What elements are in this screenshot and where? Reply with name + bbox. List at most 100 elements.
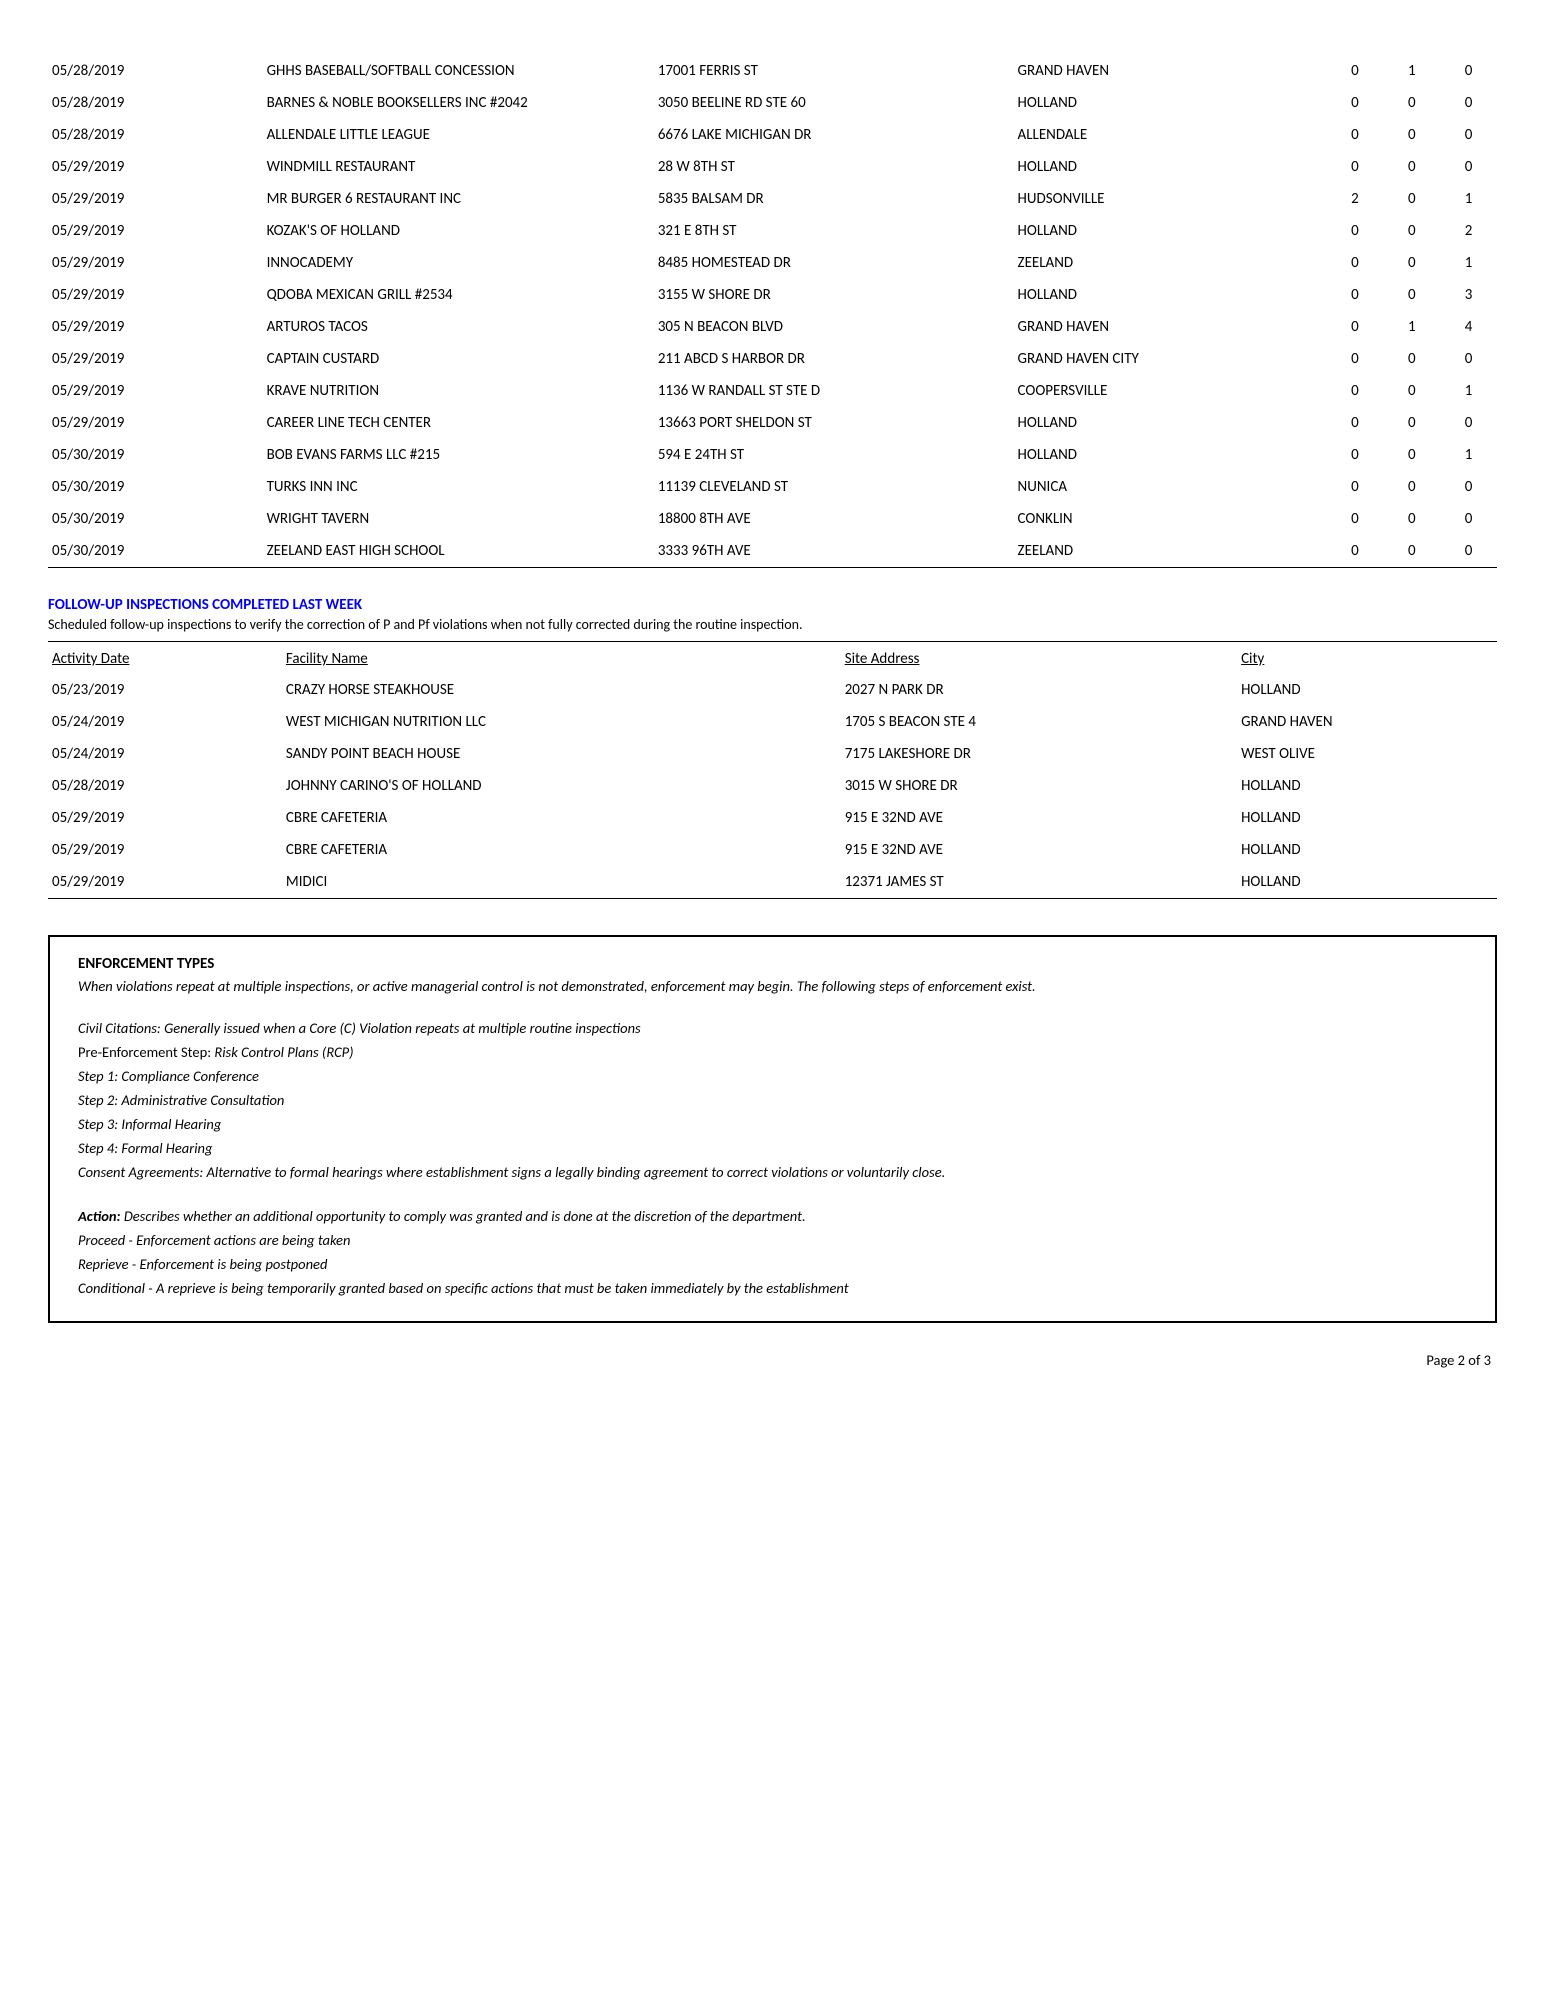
followup-header-city: City xyxy=(1237,642,1497,675)
inspection-city: HUDSONVILLE xyxy=(1014,183,1327,215)
inspection-c: 1 xyxy=(1440,183,1497,215)
inspection-pf: 0 xyxy=(1383,375,1440,407)
inspection-facility: QDOBA MEXICAN GRILL #2534 xyxy=(263,279,654,311)
inspection-date: 05/29/2019 xyxy=(48,343,263,375)
inspection-city: COOPERSVILLE xyxy=(1014,375,1327,407)
inspection-address: 321 E 8TH ST xyxy=(654,215,1014,247)
inspection-p: 0 xyxy=(1327,215,1384,247)
inspection-address: 8485 HOMESTEAD DR xyxy=(654,247,1014,279)
followup-date: 05/29/2019 xyxy=(48,834,282,866)
inspection-pf: 0 xyxy=(1383,535,1440,568)
table-row: 05/29/2019QDOBA MEXICAN GRILL #25343155 … xyxy=(48,279,1497,311)
enforcement-step2: Step 2: Administrative Consultation xyxy=(78,1089,1467,1113)
followup-facility: WEST MICHIGAN NUTRITION LLC xyxy=(282,706,841,738)
inspection-facility: ALLENDALE LITTLE LEAGUE xyxy=(263,119,654,151)
followup-header-address: Site Address xyxy=(841,642,1237,675)
inspection-date: 05/30/2019 xyxy=(48,471,263,503)
inspection-c: 4 xyxy=(1440,311,1497,343)
inspection-address: 3050 BEELINE RD STE 60 xyxy=(654,87,1014,119)
inspection-address: 17001 FERRIS ST xyxy=(654,55,1014,87)
table-row: 05/29/2019KRAVE NUTRITION1136 W RANDALL … xyxy=(48,375,1497,407)
inspection-p: 0 xyxy=(1327,119,1384,151)
enforcement-reprieve: Reprieve - Enforcement is being postpone… xyxy=(78,1253,1467,1277)
inspection-pf: 0 xyxy=(1383,215,1440,247)
inspection-city: ZEELAND xyxy=(1014,535,1327,568)
followup-address: 7175 LAKESHORE DR xyxy=(841,738,1237,770)
table-row: 05/30/2019TURKS INN INC11139 CLEVELAND S… xyxy=(48,471,1497,503)
followup-address: 1705 S BEACON STE 4 xyxy=(841,706,1237,738)
table-row: 05/29/2019WINDMILL RESTAURANT28 W 8TH ST… xyxy=(48,151,1497,183)
inspection-date: 05/29/2019 xyxy=(48,151,263,183)
followup-city: HOLLAND xyxy=(1237,674,1497,706)
inspection-date: 05/30/2019 xyxy=(48,439,263,471)
inspection-pf: 1 xyxy=(1383,311,1440,343)
followup-header-date: Activity Date xyxy=(48,642,282,675)
inspection-pf: 0 xyxy=(1383,279,1440,311)
inspection-facility: CAPTAIN CUSTARD xyxy=(263,343,654,375)
inspection-c: 0 xyxy=(1440,535,1497,568)
inspection-pf: 0 xyxy=(1383,407,1440,439)
inspection-address: 28 W 8TH ST xyxy=(654,151,1014,183)
table-row: 05/29/2019MIDICI12371 JAMES STHOLLAND xyxy=(48,866,1497,899)
inspection-c: 0 xyxy=(1440,471,1497,503)
followup-address: 915 E 32ND AVE xyxy=(841,834,1237,866)
table-row: 05/28/2019BARNES & NOBLE BOOKSELLERS INC… xyxy=(48,87,1497,119)
inspection-address: 305 N BEACON BLVD xyxy=(654,311,1014,343)
table-row: 05/29/2019MR BURGER 6 RESTAURANT INC5835… xyxy=(48,183,1497,215)
inspection-p: 0 xyxy=(1327,87,1384,119)
inspection-c: 0 xyxy=(1440,55,1497,87)
inspection-facility: GHHS BASEBALL/SOFTBALL CONCESSION xyxy=(263,55,654,87)
inspection-date: 05/29/2019 xyxy=(48,183,263,215)
inspection-p: 0 xyxy=(1327,439,1384,471)
inspection-p: 0 xyxy=(1327,55,1384,87)
preenforce-text: Risk Control Plans (RCP) xyxy=(211,1043,353,1061)
action-text: Describes whether an additional opportun… xyxy=(121,1207,806,1225)
followup-facility: SANDY POINT BEACH HOUSE xyxy=(282,738,841,770)
inspection-address: 18800 8TH AVE xyxy=(654,503,1014,535)
inspection-pf: 0 xyxy=(1383,119,1440,151)
inspection-date: 05/29/2019 xyxy=(48,375,263,407)
inspection-date: 05/29/2019 xyxy=(48,247,263,279)
inspection-city: HOLLAND xyxy=(1014,215,1327,247)
enforcement-action: Action: Describes whether an additional … xyxy=(78,1205,1467,1229)
inspection-c: 0 xyxy=(1440,343,1497,375)
inspection-p: 0 xyxy=(1327,311,1384,343)
inspection-pf: 0 xyxy=(1383,343,1440,375)
followup-subtext: Scheduled follow-up inspections to verif… xyxy=(48,616,1497,633)
table-row: 05/28/2019ALLENDALE LITTLE LEAGUE6676 LA… xyxy=(48,119,1497,151)
table-row: 05/29/2019KOZAK'S OF HOLLAND321 E 8TH ST… xyxy=(48,215,1497,247)
inspection-c: 0 xyxy=(1440,407,1497,439)
table-row: 05/29/2019CBRE CAFETERIA915 E 32ND AVEHO… xyxy=(48,834,1497,866)
inspection-facility: WINDMILL RESTAURANT xyxy=(263,151,654,183)
table-row: 05/29/2019ARTUROS TACOS305 N BEACON BLVD… xyxy=(48,311,1497,343)
inspection-address: 11139 CLEVELAND ST xyxy=(654,471,1014,503)
table-row: 05/29/2019CAPTAIN CUSTARD211 ABCD S HARB… xyxy=(48,343,1497,375)
inspection-date: 05/29/2019 xyxy=(48,215,263,247)
followup-date: 05/29/2019 xyxy=(48,866,282,899)
inspection-facility: TURKS INN INC xyxy=(263,471,654,503)
enforcement-conditional: Conditional - A reprieve is being tempor… xyxy=(78,1277,1467,1301)
inspection-address: 3155 W SHORE DR xyxy=(654,279,1014,311)
inspection-p: 0 xyxy=(1327,471,1384,503)
inspection-date: 05/30/2019 xyxy=(48,503,263,535)
inspection-city: GRAND HAVEN xyxy=(1014,55,1327,87)
inspection-p: 2 xyxy=(1327,183,1384,215)
followup-city: GRAND HAVEN xyxy=(1237,706,1497,738)
followup-city: HOLLAND xyxy=(1237,802,1497,834)
inspection-date: 05/28/2019 xyxy=(48,55,263,87)
inspection-c: 0 xyxy=(1440,119,1497,151)
table-row: 05/30/2019WRIGHT TAVERN18800 8TH AVECONK… xyxy=(48,503,1497,535)
inspection-city: GRAND HAVEN CITY xyxy=(1014,343,1327,375)
inspections-table: 05/28/2019GHHS BASEBALL/SOFTBALL CONCESS… xyxy=(48,55,1497,568)
followup-date: 05/24/2019 xyxy=(48,738,282,770)
inspection-city: ALLENDALE xyxy=(1014,119,1327,151)
followup-table: Activity Date Facility Name Site Address… xyxy=(48,641,1497,899)
inspection-p: 0 xyxy=(1327,375,1384,407)
inspection-p: 0 xyxy=(1327,343,1384,375)
inspection-pf: 0 xyxy=(1383,503,1440,535)
inspection-p: 0 xyxy=(1327,247,1384,279)
followup-address: 2027 N PARK DR xyxy=(841,674,1237,706)
inspection-address: 1136 W RANDALL ST STE D xyxy=(654,375,1014,407)
followup-date: 05/24/2019 xyxy=(48,706,282,738)
table-row: 05/30/2019BOB EVANS FARMS LLC #215594 E … xyxy=(48,439,1497,471)
